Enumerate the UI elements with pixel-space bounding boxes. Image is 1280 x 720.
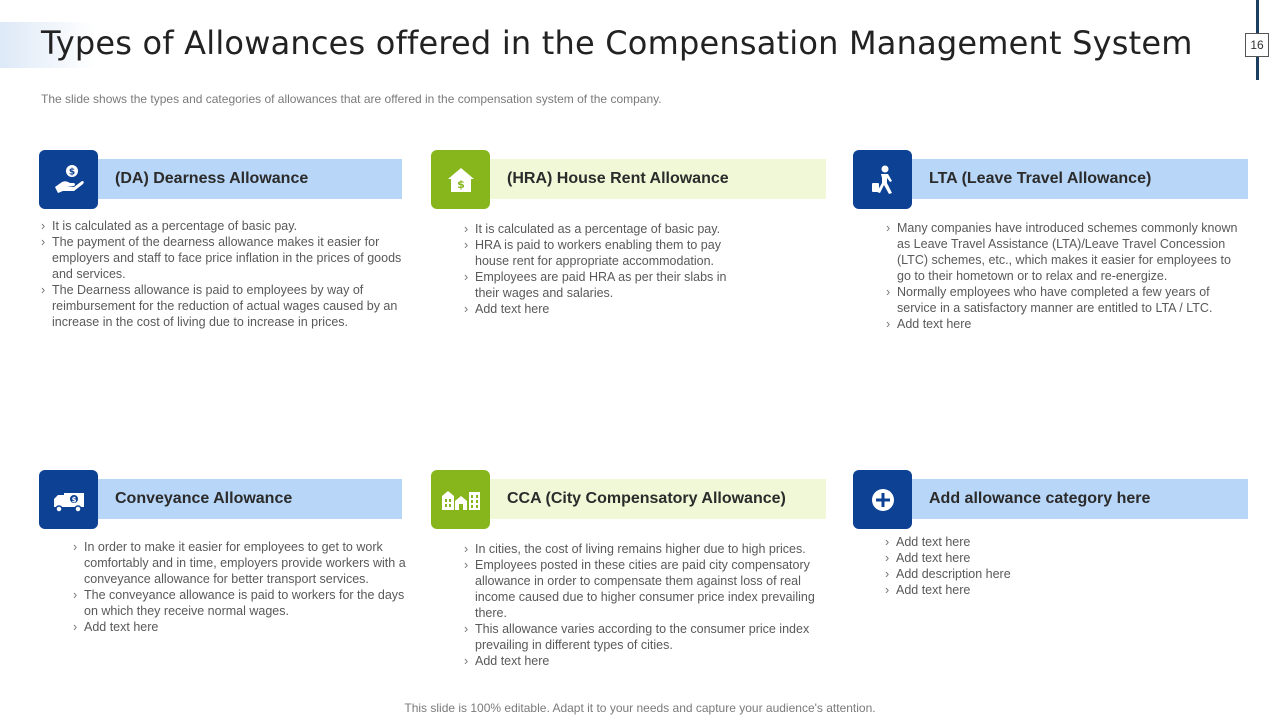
svg-text:$: $ [457, 178, 465, 191]
list-item: Add text here [885, 550, 1185, 566]
list-item: This allowance varies according to the c… [464, 621, 836, 653]
card-title-conveyance: Conveyance Allowance [98, 479, 402, 519]
list-item: Add text here [73, 619, 418, 635]
list-item: In cities, the cost of living remains hi… [464, 541, 836, 557]
card-title-da: (DA) Dearness Allowance [98, 159, 402, 199]
card-title-hra: (HRA) House Rent Allowance [490, 159, 826, 199]
list-item: Add text here [885, 534, 1185, 550]
hand-coin-icon: $ [39, 150, 98, 209]
list-item: In order to make it easier for employees… [73, 539, 418, 587]
list-item: Add text here [885, 582, 1185, 598]
list-item: Add text here [464, 653, 836, 669]
page-number: 16 [1245, 33, 1269, 57]
list-item: Add text here [886, 316, 1248, 332]
card-title-cca: CCA (City Compensatory Allowance) [490, 479, 826, 519]
list-item: Add description here [885, 566, 1185, 582]
card-points-lta: Many companies have introduced schemes c… [886, 220, 1248, 332]
card-title-lta: LTA (Leave Travel Allowance) [912, 159, 1248, 199]
list-item: Employees posted in these cities are pai… [464, 557, 836, 621]
list-item: HRA is paid to workers enabling them to … [464, 237, 754, 269]
traveler-icon [853, 150, 912, 209]
subtitle: The slide shows the types and categories… [41, 92, 662, 106]
plus-circle-icon [853, 470, 912, 529]
list-item: Employees are paid HRA as per their slab… [464, 269, 754, 301]
list-item: Normally employees who have completed a … [886, 284, 1248, 316]
city-buildings-icon [431, 470, 490, 529]
card-title-add-category: Add allowance category here [912, 479, 1248, 519]
footer-note: This slide is 100% editable. Adapt it to… [404, 701, 876, 715]
card-points-conveyance: In order to make it easier for employees… [73, 539, 418, 635]
svg-text:$: $ [68, 167, 74, 177]
card-points-add-category: Add text here Add text here Add descript… [885, 534, 1185, 598]
list-item: It is calculated as a percentage of basi… [41, 218, 403, 234]
list-item: The payment of the dearness allowance ma… [41, 234, 403, 282]
list-item: It is calculated as a percentage of basi… [464, 221, 754, 237]
list-item: Add text here [464, 301, 754, 317]
list-item: Many companies have introduced schemes c… [886, 220, 1248, 284]
card-points-cca: In cities, the cost of living remains hi… [464, 541, 836, 669]
truck-dollar-icon: $ [39, 470, 98, 529]
svg-text:$: $ [71, 496, 76, 504]
list-item: The Dearness allowance is paid to employ… [41, 282, 403, 330]
house-dollar-icon: $ [431, 150, 490, 209]
card-points-da: It is calculated as a percentage of basi… [41, 218, 403, 330]
page-title: Types of Allowances offered in the Compe… [41, 24, 1193, 62]
list-item: The conveyance allowance is paid to work… [73, 587, 418, 619]
card-points-hra: It is calculated as a percentage of basi… [464, 221, 754, 317]
title-accent [0, 22, 95, 68]
